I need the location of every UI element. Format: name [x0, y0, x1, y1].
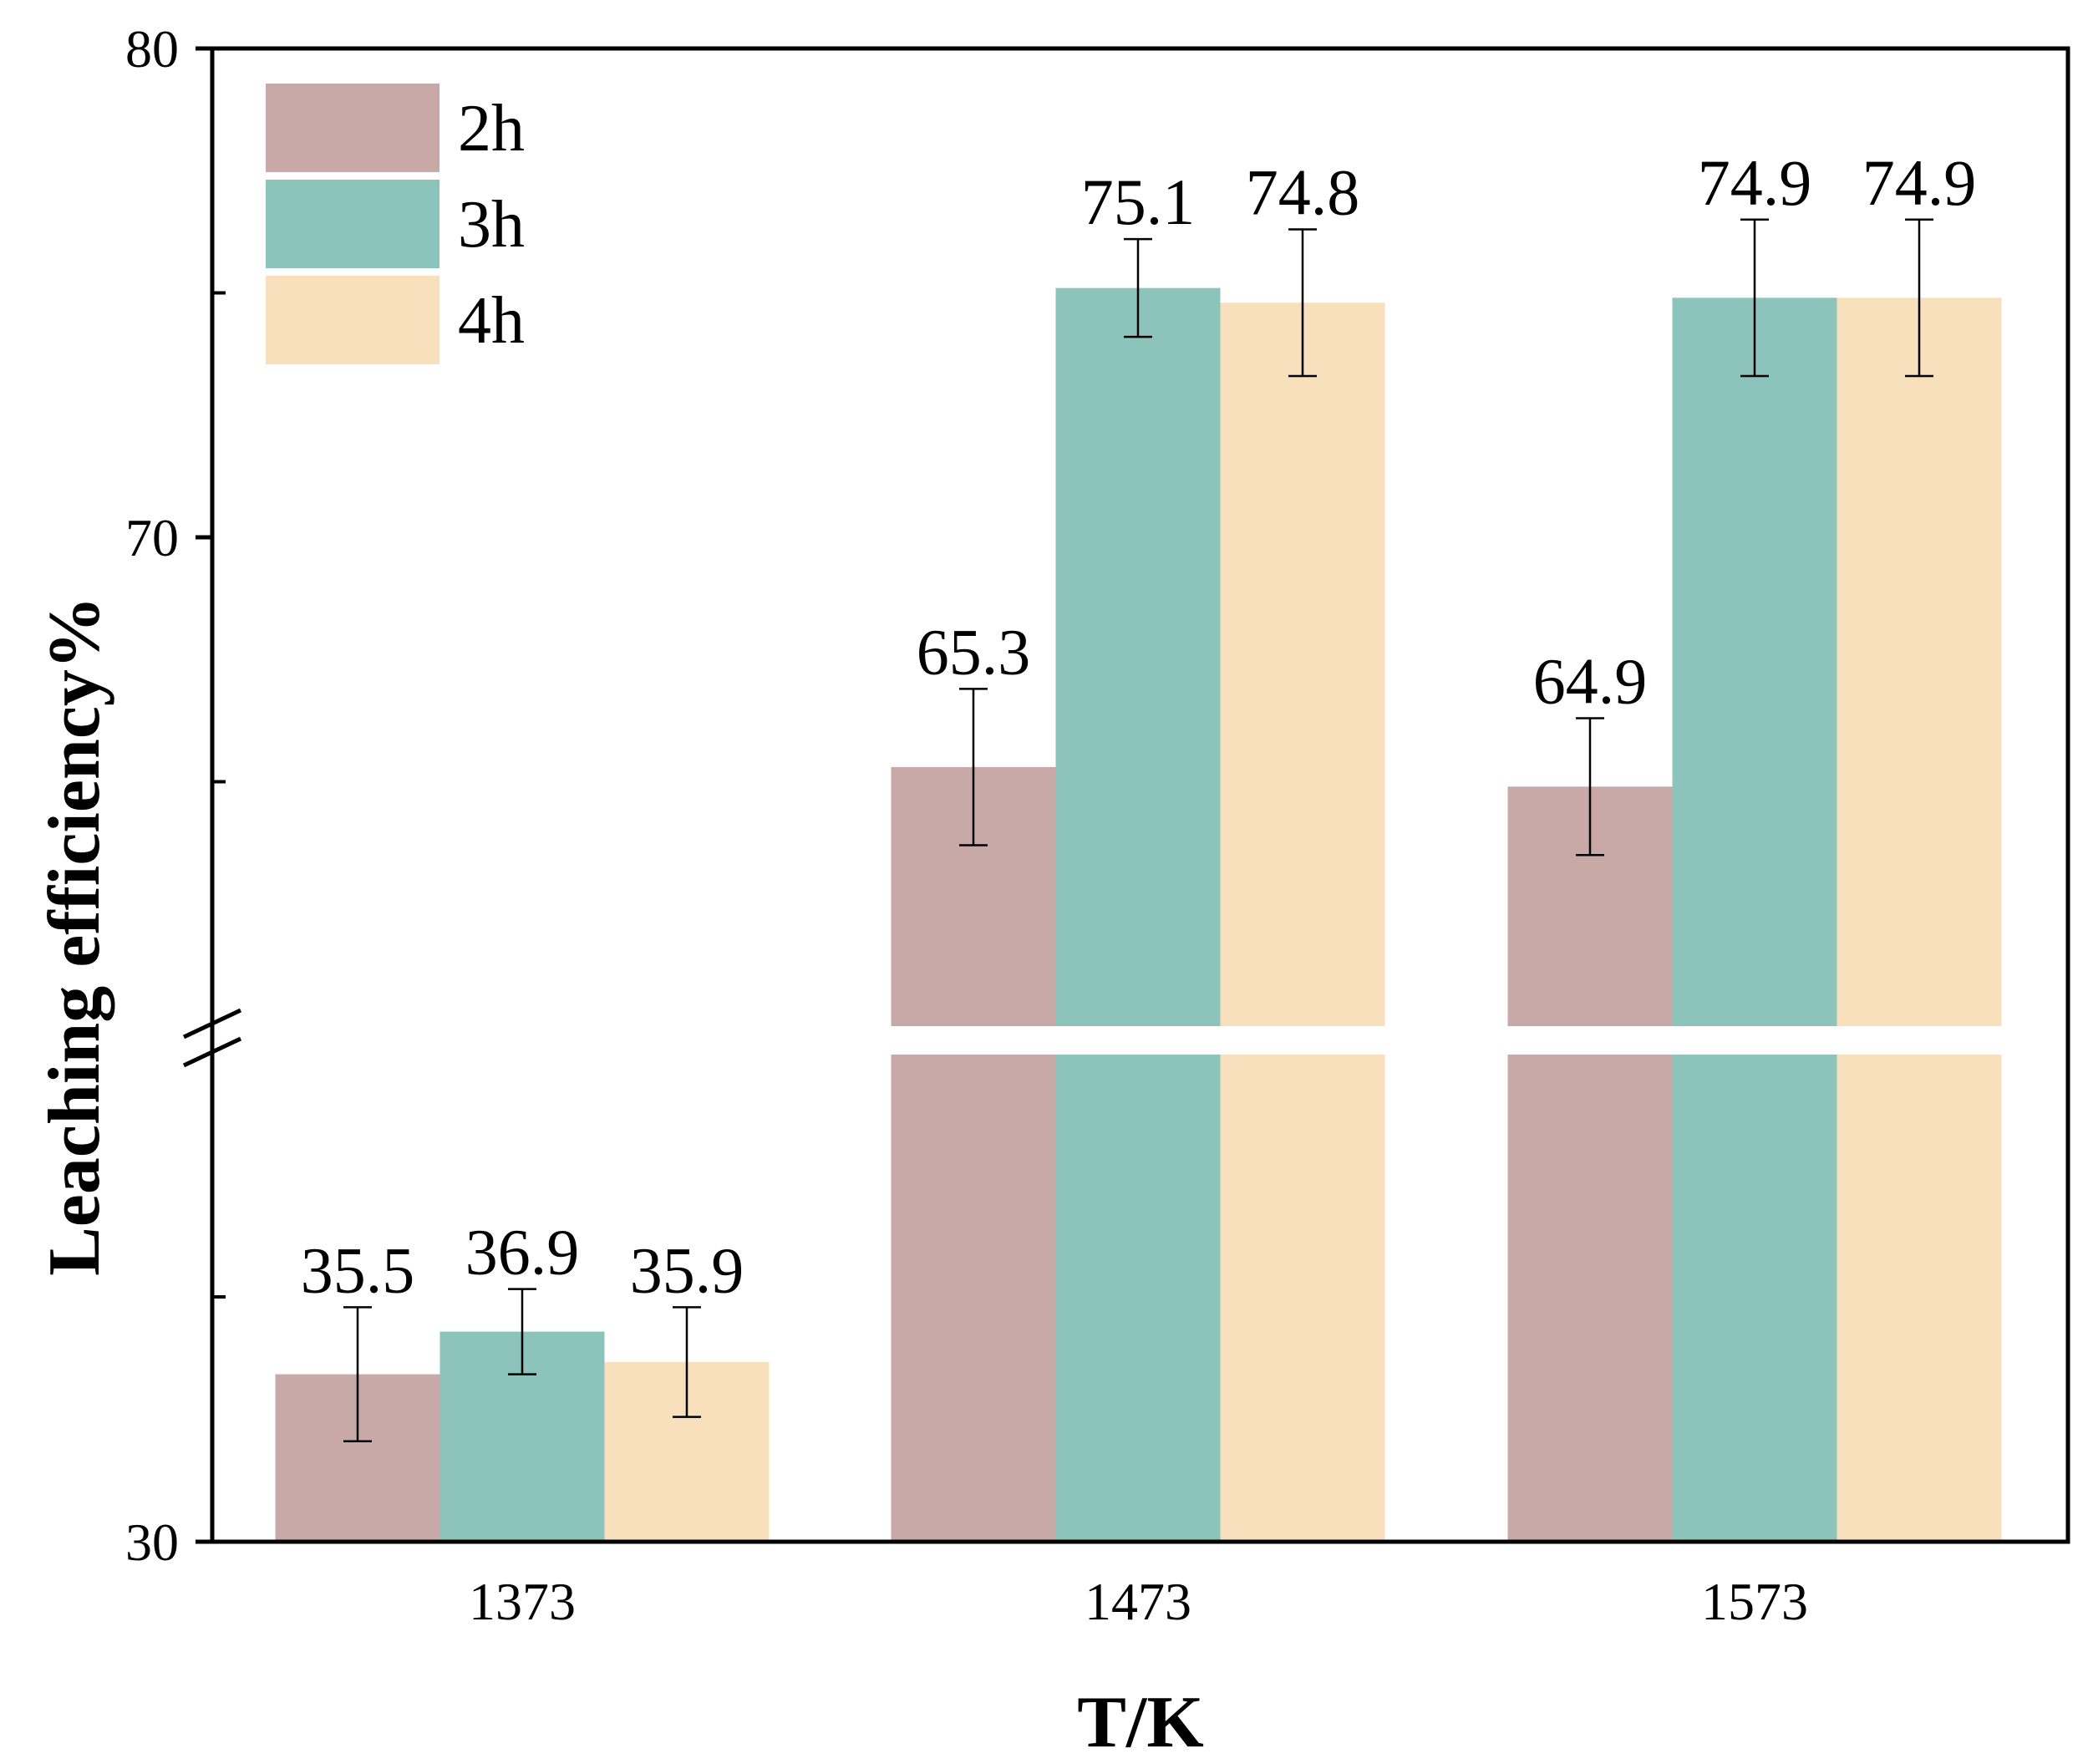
x-tick-label-1573: 1573	[1701, 1572, 1808, 1631]
value-label-1573-3h: 74.9	[1698, 146, 1812, 219]
legend-swatch-2h	[266, 84, 439, 172]
axes-layer: 30 70 80 1373 1473 1573	[125, 19, 2070, 1631]
y-tick-label-30: 30	[125, 1512, 179, 1572]
axis-break-gap	[212, 1026, 2068, 1055]
y-tick-label-70: 70	[125, 508, 179, 567]
value-label-1473-4h: 74.8	[1246, 155, 1360, 228]
value-label-1473-3h: 75.1	[1081, 165, 1196, 238]
value-label-1573-2h: 64.9	[1533, 644, 1648, 717]
bar-1573-2h	[1507, 786, 1673, 1542]
bar-1473-3h	[1055, 287, 1221, 1542]
x-tick-label-1473: 1473	[1085, 1572, 1191, 1631]
legend-swatch-4h	[266, 276, 439, 364]
y-tick-label-80: 80	[125, 19, 179, 79]
value-label-1373-3h: 36.9	[465, 1216, 580, 1289]
bar-1473-2h	[891, 766, 1056, 1542]
bars-layer	[275, 218, 2002, 1543]
axis-break-mark-1	[182, 1008, 242, 1040]
y-axis-title: Leaching efficiency%	[34, 596, 115, 1276]
x-axis-title: T/K	[1077, 1682, 1204, 1763]
legend-swatch-3h	[266, 180, 439, 268]
value-label-1473-2h: 65.3	[917, 615, 1031, 688]
legend-label-3h: 3h	[458, 188, 525, 262]
bar-1573-3h	[1672, 297, 1837, 1543]
value-label-1373-4h: 35.9	[630, 1233, 744, 1306]
value-labels-layer: 35.5 36.9 35.9 65.3 75.1 74.8 64.9 74.9 74.9	[301, 146, 1977, 1307]
bar-1473-4h	[1220, 302, 1385, 1543]
value-label-1373-2h: 35.5	[301, 1233, 415, 1306]
legend: 2h 3h 4h	[266, 84, 525, 364]
legend-label-2h: 2h	[458, 92, 525, 165]
x-tick-label-1373: 1373	[469, 1572, 576, 1631]
value-label-1573-4h: 74.9	[1862, 146, 1977, 219]
bar-1573-4h	[1837, 297, 2002, 1543]
axis-break-mark-2	[182, 1036, 242, 1068]
plot-frame	[210, 46, 2070, 1544]
legend-label-4h: 4h	[458, 284, 525, 358]
